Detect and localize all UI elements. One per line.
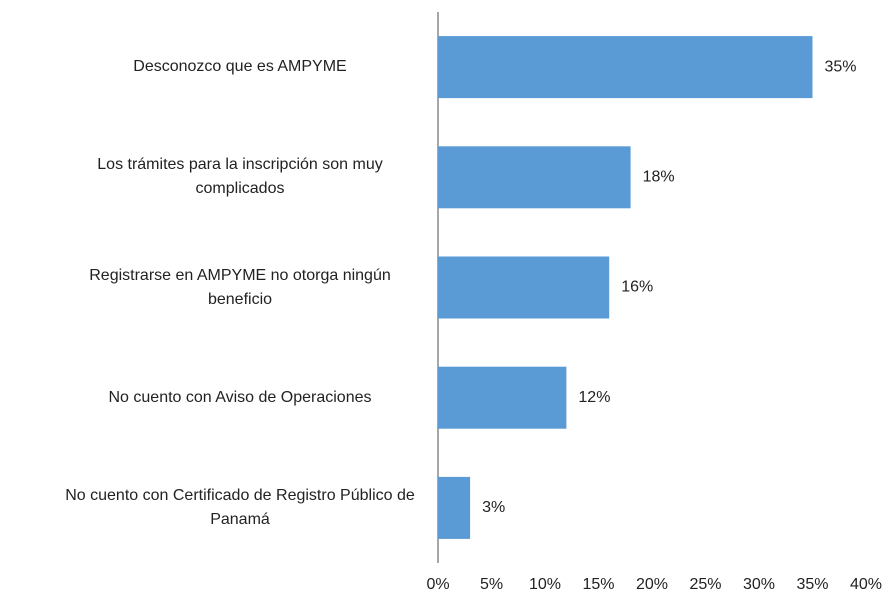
x-tick-label: 15% xyxy=(582,576,614,593)
y-tick-label: Desconozco que es AMPYME xyxy=(133,58,347,76)
bar xyxy=(438,146,631,209)
data-label: 16% xyxy=(621,279,653,296)
y-tick-label: Los trámites para la inscripción son muy… xyxy=(97,156,383,198)
y-tick-label: Registrarse en AMPYME no otorga ningún b… xyxy=(89,266,391,308)
x-tick-label: 10% xyxy=(529,576,561,593)
data-label: 18% xyxy=(643,169,675,186)
x-tick-label: 25% xyxy=(689,576,721,593)
x-tick-label: 0% xyxy=(426,576,449,593)
y-tick-label: No cuento con Certificado de Registro Pú… xyxy=(65,486,415,528)
x-tick-label: 30% xyxy=(743,576,775,593)
x-tick-label: 5% xyxy=(480,576,503,593)
data-label: 12% xyxy=(578,389,610,406)
data-label: 35% xyxy=(825,58,857,75)
data-label: 3% xyxy=(482,499,505,516)
x-tick-label: 40% xyxy=(850,576,882,593)
bar xyxy=(438,256,610,319)
y-tick-label: No cuento con Aviso de Operaciones xyxy=(108,388,372,406)
x-tick-label: 35% xyxy=(796,576,828,593)
x-tick-label: 20% xyxy=(636,576,668,593)
bar xyxy=(438,476,471,539)
bar xyxy=(438,366,567,429)
bar xyxy=(438,36,813,99)
